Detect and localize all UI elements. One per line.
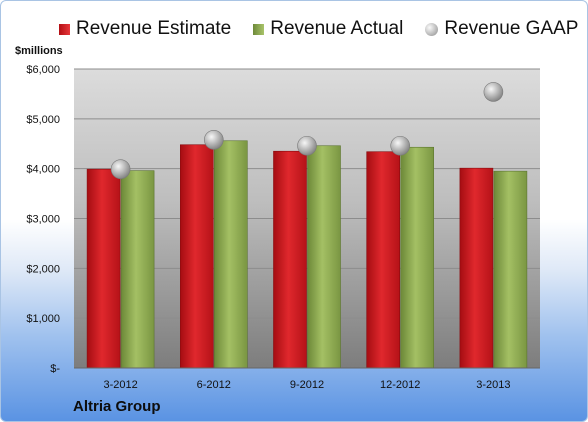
legend-label-estimate: Revenue Estimate bbox=[76, 18, 232, 39]
y-tick-label: $6,000 bbox=[26, 64, 60, 76]
y-axis-units-label: $millions bbox=[15, 45, 63, 57]
x-tick-label: 9-2012 bbox=[290, 379, 324, 391]
legend-item-gaap: Revenue GAAP bbox=[425, 18, 578, 40]
legend-label-gaap: Revenue GAAP bbox=[444, 18, 579, 39]
bar-revenue-estimate bbox=[459, 167, 494, 369]
x-tick-label: 12-2012 bbox=[380, 379, 420, 391]
bar-revenue-actual bbox=[214, 140, 248, 369]
marker-revenue-gaap bbox=[297, 135, 317, 156]
y-tick-label: $5,000 bbox=[26, 114, 60, 126]
bar-revenue-actual bbox=[307, 145, 341, 369]
y-tick-label: $2,000 bbox=[26, 263, 60, 275]
company-name: Altria Group bbox=[73, 398, 161, 415]
x-tick-label: 6-2012 bbox=[197, 379, 231, 391]
y-tick-label: $4,000 bbox=[26, 164, 60, 176]
y-tick-label: $- bbox=[50, 363, 60, 375]
legend-label-actual: Revenue Actual bbox=[270, 18, 404, 39]
marker-revenue-gaap bbox=[110, 159, 131, 179]
marker-revenue-gaap bbox=[204, 129, 224, 150]
y-tick-label: $3,000 bbox=[26, 214, 60, 226]
bar-revenue-actual bbox=[400, 146, 435, 369]
y-axis-ticks: $- $1,000 $2,000 $3,000 $4,000 $5,000 $6,000 bbox=[26, 64, 60, 375]
bar-revenue-estimate bbox=[273, 150, 307, 369]
legend-item-actual: Revenue Actual bbox=[253, 18, 403, 40]
marker-revenue-gaap bbox=[483, 82, 504, 102]
legend: Revenue Estimate Revenue Actual Revenue … bbox=[59, 18, 578, 40]
bar-revenue-actual bbox=[120, 170, 155, 369]
x-axis-ticks: 3-2012 6-2012 9-2012 12-2012 3-2013 bbox=[103, 379, 510, 391]
bars bbox=[86, 140, 528, 369]
x-tick-label: 3-2012 bbox=[103, 379, 137, 391]
marker-revenue-gaap bbox=[390, 135, 411, 156]
legend-swatch-gaap bbox=[425, 22, 439, 36]
legend-swatch-actual bbox=[253, 23, 265, 35]
legend-swatch-estimate bbox=[59, 23, 70, 35]
legend-item-estimate: Revenue Estimate bbox=[59, 18, 231, 40]
bar-revenue-estimate bbox=[86, 168, 121, 369]
y-tick-label: $1,000 bbox=[26, 313, 60, 325]
bar-revenue-actual bbox=[493, 170, 528, 369]
gaap-markers bbox=[110, 82, 504, 179]
bar-revenue-estimate bbox=[180, 144, 214, 369]
x-tick-label: 3-2013 bbox=[476, 379, 510, 391]
bar-revenue-estimate bbox=[366, 151, 401, 369]
